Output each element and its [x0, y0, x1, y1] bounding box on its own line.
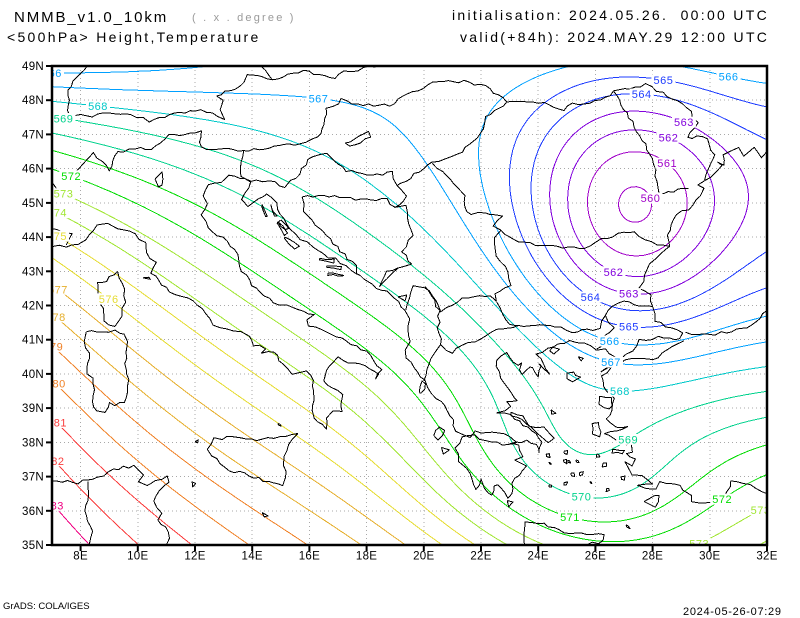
svg-text:32E: 32E — [756, 551, 777, 563]
svg-text:44N: 44N — [22, 232, 44, 244]
svg-text:579: 579 — [43, 342, 63, 354]
svg-text:580: 580 — [46, 379, 66, 391]
svg-text:567: 567 — [601, 357, 621, 369]
svg-text:566: 566 — [719, 71, 739, 83]
svg-text:567: 567 — [309, 93, 329, 105]
svg-text:564: 564 — [581, 292, 601, 304]
svg-text:41N: 41N — [22, 335, 44, 347]
svg-text:8E: 8E — [73, 551, 88, 563]
svg-text:36N: 36N — [22, 506, 44, 518]
svg-text:581: 581 — [47, 418, 67, 430]
svg-text:valid(+84h): 2024.MAY.29 12:00: valid(+84h): 2024.MAY.29 12:00 UTC — [460, 29, 769, 45]
svg-text:563: 563 — [674, 117, 694, 129]
svg-text:35N: 35N — [22, 540, 44, 552]
svg-text:2024-05-26-07:29: 2024-05-26-07:29 — [683, 606, 782, 618]
svg-text:560: 560 — [641, 193, 661, 205]
svg-text:565: 565 — [653, 75, 673, 87]
svg-text:566: 566 — [600, 336, 620, 348]
svg-text:568: 568 — [88, 101, 108, 113]
svg-text:30E: 30E — [699, 551, 720, 563]
svg-text:565: 565 — [619, 322, 639, 334]
svg-text:39N: 39N — [22, 403, 44, 415]
svg-text:571: 571 — [560, 512, 580, 524]
svg-text:14E: 14E — [242, 551, 263, 563]
svg-text:43N: 43N — [22, 266, 44, 278]
svg-text:562: 562 — [659, 132, 679, 144]
svg-text:561: 561 — [657, 158, 677, 170]
svg-text:569: 569 — [54, 114, 74, 126]
svg-text:<500hPa> Height,Temperature: <500hPa> Height,Temperature — [7, 29, 261, 45]
svg-text:572: 572 — [61, 171, 81, 183]
svg-text:NMMB_v1.0_10km: NMMB_v1.0_10km — [14, 9, 168, 26]
svg-text:577: 577 — [48, 284, 68, 296]
svg-text:582: 582 — [45, 456, 65, 468]
svg-text:576: 576 — [99, 294, 119, 306]
svg-text:578: 578 — [46, 312, 66, 324]
svg-text:40N: 40N — [22, 369, 44, 381]
svg-text:42N: 42N — [22, 301, 44, 313]
svg-text:12E: 12E — [184, 551, 205, 563]
svg-text:28E: 28E — [642, 551, 663, 563]
svg-text:563: 563 — [619, 289, 639, 301]
svg-text:575: 575 — [47, 231, 67, 243]
svg-text:GrADS: COLA/IGES: GrADS: COLA/IGES — [3, 601, 90, 612]
svg-text:562: 562 — [604, 267, 624, 279]
svg-text:20E: 20E — [413, 551, 434, 563]
svg-text:37N: 37N — [22, 472, 44, 484]
svg-text:26E: 26E — [585, 551, 606, 563]
svg-text:49N: 49N — [22, 61, 44, 73]
svg-text:573: 573 — [54, 189, 74, 201]
svg-text:564: 564 — [632, 89, 652, 101]
svg-text:566: 566 — [42, 68, 62, 80]
svg-text:573: 573 — [751, 505, 771, 517]
svg-text:10E: 10E — [127, 551, 148, 563]
svg-text:46N: 46N — [22, 164, 44, 176]
svg-text:48N: 48N — [22, 95, 44, 107]
svg-text:22E: 22E — [470, 551, 491, 563]
svg-text:38N: 38N — [22, 437, 44, 449]
svg-text:24E: 24E — [528, 551, 549, 563]
svg-text:583: 583 — [44, 500, 64, 512]
svg-text:569: 569 — [618, 434, 638, 446]
svg-text:574: 574 — [47, 208, 67, 220]
svg-text:initialisation: 2024.05.26. 0: initialisation: 2024.05.26. 00:00 UTC — [452, 7, 769, 23]
svg-text:( . x . degree ): ( . x . degree ) — [192, 12, 296, 24]
svg-text:572: 572 — [712, 494, 732, 506]
svg-text:47N: 47N — [22, 129, 44, 141]
svg-text:570: 570 — [572, 492, 592, 504]
svg-text:573: 573 — [689, 539, 709, 551]
svg-text:45N: 45N — [22, 198, 44, 210]
svg-text:16E: 16E — [299, 551, 320, 563]
svg-text:18E: 18E — [356, 551, 377, 563]
svg-text:568: 568 — [610, 386, 630, 398]
